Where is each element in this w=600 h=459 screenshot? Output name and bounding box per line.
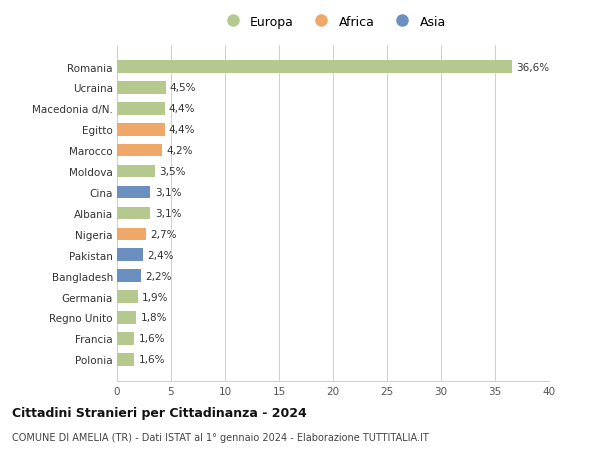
Text: 1,6%: 1,6%: [139, 354, 165, 364]
Bar: [117, 332, 134, 345]
Text: 1,8%: 1,8%: [141, 313, 167, 323]
Bar: [117, 124, 164, 136]
Text: 3,1%: 3,1%: [155, 188, 181, 197]
Text: 4,5%: 4,5%: [170, 83, 196, 93]
Text: 2,2%: 2,2%: [145, 271, 172, 281]
Text: 4,2%: 4,2%: [167, 146, 193, 156]
Bar: [117, 61, 512, 73]
Bar: [117, 312, 136, 324]
Text: 3,5%: 3,5%: [159, 167, 185, 177]
Bar: [117, 249, 143, 262]
Text: 4,4%: 4,4%: [169, 125, 196, 135]
Text: 2,7%: 2,7%: [151, 230, 177, 239]
Bar: [117, 270, 141, 282]
Bar: [117, 228, 146, 241]
Bar: [117, 186, 151, 199]
Bar: [117, 291, 137, 303]
Text: 1,6%: 1,6%: [139, 334, 165, 344]
Text: 36,6%: 36,6%: [517, 62, 550, 73]
Bar: [117, 353, 134, 366]
Text: 3,1%: 3,1%: [155, 208, 181, 218]
Text: 2,4%: 2,4%: [147, 250, 174, 260]
Text: Cittadini Stranieri per Cittadinanza - 2024: Cittadini Stranieri per Cittadinanza - 2…: [12, 406, 307, 419]
Legend: Europa, Africa, Asia: Europa, Africa, Asia: [216, 12, 450, 33]
Text: 4,4%: 4,4%: [169, 104, 196, 114]
Bar: [117, 145, 163, 157]
Bar: [117, 207, 151, 220]
Text: COMUNE DI AMELIA (TR) - Dati ISTAT al 1° gennaio 2024 - Elaborazione TUTTITALIA.: COMUNE DI AMELIA (TR) - Dati ISTAT al 1°…: [12, 432, 429, 442]
Text: 1,9%: 1,9%: [142, 292, 169, 302]
Bar: [117, 82, 166, 95]
Bar: [117, 103, 164, 115]
Bar: [117, 165, 155, 178]
